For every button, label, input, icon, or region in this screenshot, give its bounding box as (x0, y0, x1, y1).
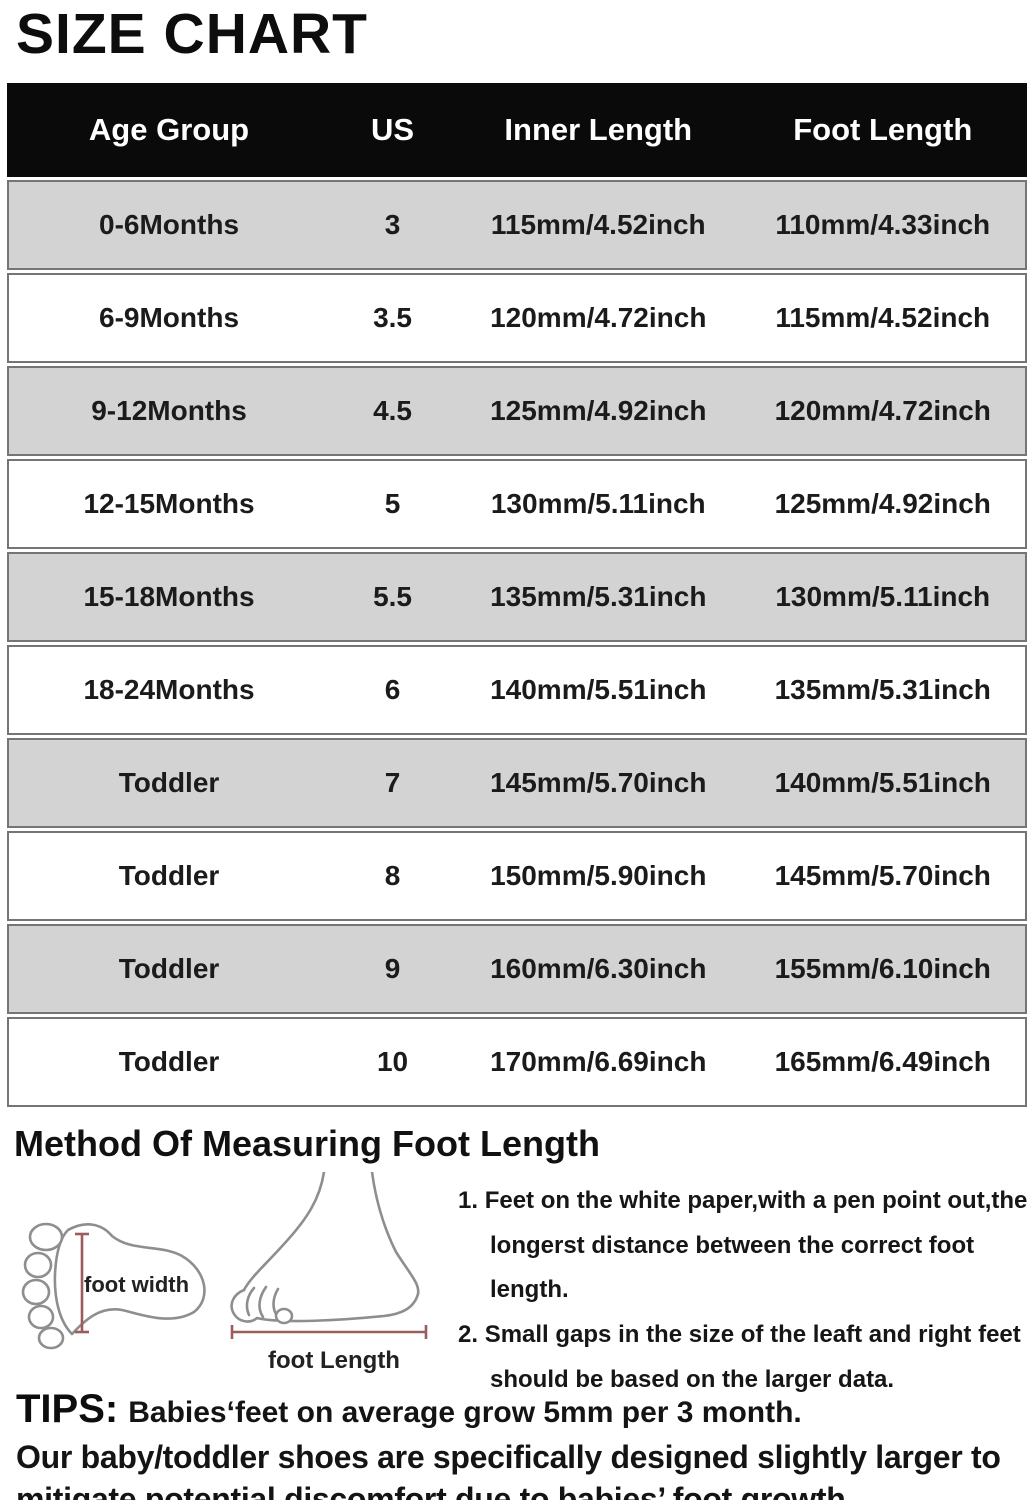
instruction-2-text: Small gaps in the size of the leaft and … (484, 1320, 1021, 1393)
tips-headline: TIPS: Babies‘feet on average grow 5mm pe… (16, 1387, 1020, 1432)
measuring-section: foot width foot Lengt (0, 1170, 1030, 1393)
tips-line1: Babies‘feet on average grow 5mm per 3 mo… (128, 1396, 802, 1429)
table-cell: 145mm/5.70inch (774, 860, 991, 891)
table-cell: 4.5 (373, 395, 412, 426)
table-cell: 10 (376, 1046, 409, 1077)
foot-diagrams: foot width foot Lengt (0, 1170, 452, 1375)
table-cell: 160mm/6.30inch (490, 953, 707, 984)
table-cell: 6 (384, 674, 401, 705)
instruction-1-number: 1. (458, 1187, 479, 1214)
table-header-row: Age Group US Inner Length Foot Length (7, 83, 1027, 177)
table-cell: 7 (384, 767, 401, 798)
instruction-1-text: Feet on the white paper,with a pen point… (484, 1187, 1028, 1304)
table-cell: 3 (384, 209, 401, 240)
table-cell: 8 (384, 860, 401, 891)
table-cell: 18-24Months (83, 674, 255, 705)
table-cell: 120mm/4.72inch (774, 395, 991, 426)
table-body: 0-6Months 3 115mm/4.52inch 110mm/4.33inch 6-… (7, 180, 1027, 1107)
table-cell: 165mm/6.49inch (774, 1046, 991, 1077)
header-inner-length: Inner Length (504, 112, 693, 147)
table-cell: 115mm/4.52inch (490, 209, 706, 240)
table-cell: Toddler (118, 953, 220, 984)
table-cell: 130mm/5.11inch (490, 488, 706, 519)
table-cell: 9-12Months (91, 395, 247, 426)
table-row: 15-18Months 5.5 135mm/5.31inch 130mm/5.11in… (7, 552, 1027, 642)
table-row: Toddler 7 145mm/5.70inch 140mm/5.51inch (7, 738, 1027, 828)
table-row: 0-6Months 3 115mm/4.52inch 110mm/4.33inch (7, 180, 1027, 270)
table-row: Toddler 9 160mm/6.30inch 155mm/6.10inch (7, 924, 1027, 1014)
table-cell: 125mm/4.92inch (490, 395, 707, 426)
table-cell: 125mm/4.92inch (774, 488, 991, 519)
instruction-2-number: 2. (458, 1320, 479, 1348)
table-cell: 3.5 (373, 302, 412, 333)
table-cell: 12-15Months (83, 488, 255, 519)
table-cell: 15-18Months (83, 581, 255, 612)
foot-width-label: foot width (84, 1272, 190, 1297)
measuring-instructions: 1. Feet on the white paper,with a pen po… (452, 1171, 1030, 1393)
table-cell: 9 (384, 953, 401, 984)
foot-side-view-icon (230, 1170, 428, 1339)
table-cell: 145mm/5.70inch (490, 767, 707, 798)
tips-section: TIPS: Babies‘feet on average grow 5mm pe… (16, 1387, 1020, 1500)
instruction-2: 2. Small gaps in the size of the leaft a… (458, 1313, 1030, 1402)
table-cell: Toddler (118, 1046, 220, 1077)
table-cell: Toddler (118, 767, 220, 798)
tips-label: TIPS: (16, 1387, 119, 1431)
foot-side-view-diagram: foot Length (220, 1170, 448, 1375)
table-cell: 130mm/5.11inch (775, 581, 991, 612)
table-cell: 135mm/5.31inch (490, 581, 707, 612)
table-cell: Toddler (118, 860, 220, 891)
method-heading: Method Of Measuring Foot Length (14, 1123, 600, 1164)
table-cell: 110mm/4.33inch (775, 209, 991, 240)
table-cell: 140mm/5.51inch (490, 674, 707, 705)
table-cell: 170mm/6.69inch (490, 1046, 707, 1077)
table-cell: 0-6Months (99, 209, 240, 240)
instruction-1: 1. Feet on the white paper,with a pen po… (458, 1179, 1030, 1313)
size-table: Age Group US Inner Length Foot Length 0-… (7, 83, 1027, 1107)
table-cell: 5 (384, 488, 401, 519)
table-cell: 155mm/6.10inch (774, 953, 991, 984)
foot-length-label: foot Length (268, 1347, 400, 1374)
table-cell: 135mm/5.31inch (774, 674, 991, 705)
foot-length-measure-line (230, 1325, 428, 1339)
table-row: 12-15Months 5 130mm/5.11inch 125mm/4.92inch (7, 459, 1027, 549)
table-cell: 6-9Months (99, 302, 240, 333)
header-foot-length: Foot Length (793, 112, 973, 147)
table-cell: 120mm/4.72inch (490, 302, 707, 333)
header-us-size: US (370, 112, 415, 147)
table-cell: 115mm/4.52inch (775, 302, 991, 333)
table-row: Toddler 10 170mm/6.69inch 165mm/6.49inch (7, 1017, 1027, 1107)
table-row: 9-12Months 4.5 125mm/4.92inch 120mm/4.72inc… (7, 366, 1027, 456)
table-row: 18-24Months 6 140mm/5.51inch 135mm/5.31inch (7, 645, 1027, 735)
table-cell: 140mm/5.51inch (774, 767, 991, 798)
table-cell: 5.5 (373, 581, 412, 612)
foot-top-view-diagram: foot width (8, 1214, 220, 1357)
table-row: 6-9Months 3.5 120mm/4.72inch 115mm/4.52inch (7, 273, 1027, 363)
header-age-group: Age Group (88, 112, 250, 147)
page-title: SIZE CHART (16, 2, 368, 66)
foot-width-measure-line (75, 1232, 89, 1334)
table-row: Toddler 8 150mm/5.90inch 145mm/5.70inch (7, 831, 1027, 921)
table-cell: 150mm/5.90inch (490, 860, 707, 891)
foot-top-view-icon (21, 1222, 206, 1350)
tips-paragraph: Our baby/toddler shoes are specifically … (16, 1439, 1001, 1500)
